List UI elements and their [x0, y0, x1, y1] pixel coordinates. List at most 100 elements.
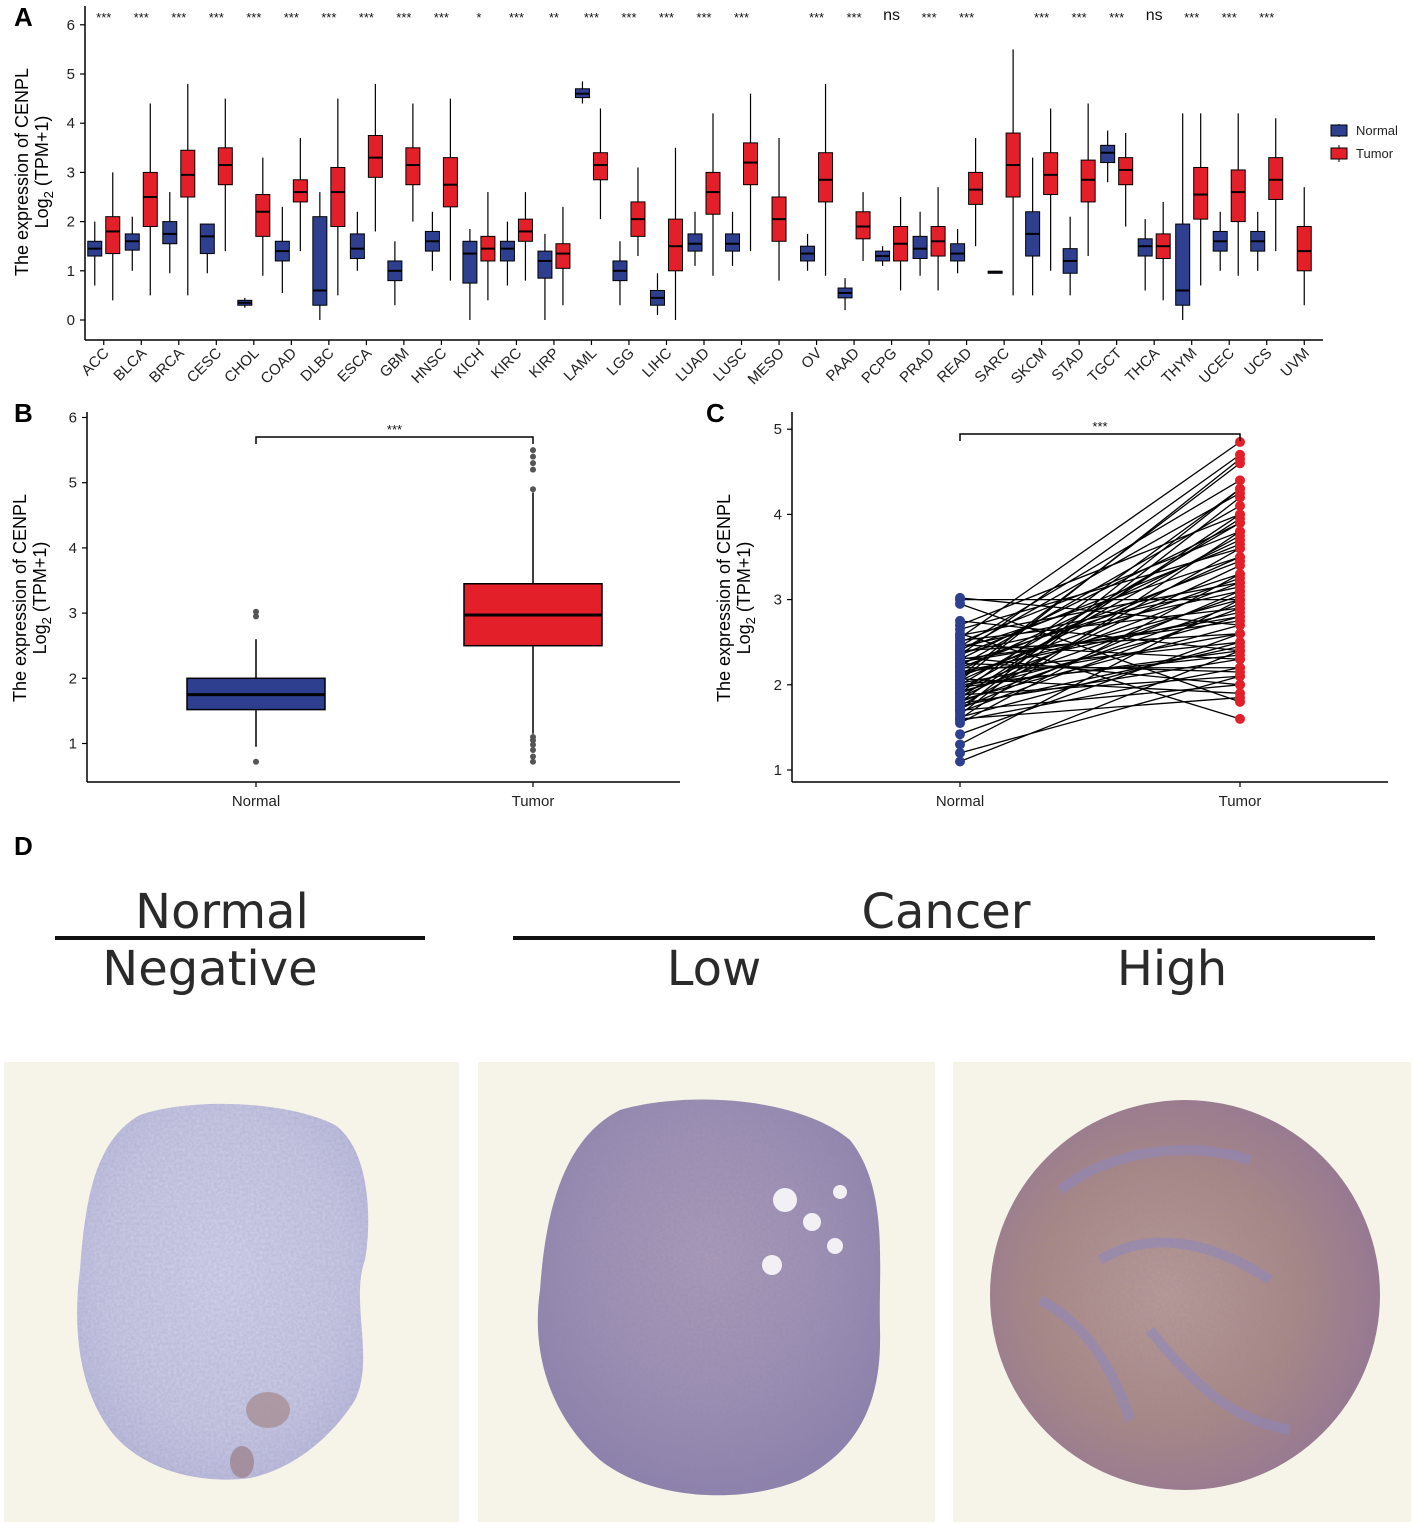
panel-c-ytick-label: 1	[774, 762, 782, 779]
panel-a-xtick-label: KIRP	[526, 345, 563, 382]
panel-a-significance: ***	[1034, 10, 1049, 25]
panel-a-box-tumor	[555, 243, 571, 269]
panel-a-significance: ***	[621, 10, 636, 25]
panel-b-ytick-label: 5	[69, 475, 77, 492]
panel-c-pair-line	[959, 581, 1241, 637]
panel-c-pair-line	[959, 458, 1241, 682]
panel-a-significance: ***	[1184, 10, 1199, 25]
panel-c-normal-point	[955, 675, 965, 686]
panel-c-pair-line	[959, 535, 1241, 690]
ihc-negative-gland	[246, 1392, 290, 1428]
panel-c-tumor-point	[1235, 713, 1245, 724]
panel-a-xtick-label: KIRC	[488, 345, 525, 382]
panel-b-outlier-tumor	[530, 466, 536, 473]
panel-c-tumor-point	[1235, 556, 1245, 567]
panel-c-pair-line	[959, 624, 1241, 701]
panel-a-label: A	[14, 2, 33, 32]
panel-a-significance: ***	[359, 10, 374, 25]
panel-a-xtick-label: BLCA	[110, 345, 150, 385]
ihc-low-fat-5	[833, 1185, 847, 1199]
panel-c-pair-line	[959, 620, 1241, 660]
panel-a-box-tumor	[180, 149, 196, 198]
panel-a-box-tumor	[1080, 159, 1096, 203]
ihc-high-texture	[990, 1100, 1380, 1490]
panel-c-pair-line	[959, 633, 1241, 684]
panel-a-box-normal	[687, 233, 703, 252]
panel-a-xtick-label: LIHC	[639, 345, 675, 381]
panel-b-outlier-tumor	[530, 758, 536, 765]
panel-c-pair-line	[959, 594, 1241, 694]
panel-b-outlier-tumor	[530, 453, 536, 460]
panel-a-box-tumor	[330, 166, 346, 228]
panel-a-box-normal	[1100, 144, 1116, 164]
panel-c-significance: ***	[1092, 419, 1107, 434]
panel-c-pair-line	[959, 560, 1241, 669]
panel-b-ytick-label: 1	[69, 736, 77, 753]
panel-a-box-tumor	[105, 216, 121, 255]
panel-a-box-tumor	[255, 194, 271, 237]
panel-c-normal-point	[955, 641, 965, 652]
panel-a-box-normal	[537, 250, 553, 279]
panel-c-ytick-label: 4	[774, 506, 782, 523]
panel-b-label: B	[14, 398, 33, 428]
panel-a-box-tumor	[442, 157, 458, 208]
panel-c-ytick-label: 2	[774, 677, 782, 694]
panel-b-outlier-tumor	[530, 460, 536, 467]
panel-c-normal-point	[955, 701, 965, 712]
panel-b-outlier-normal	[253, 613, 259, 620]
panel-c-pair-line	[959, 633, 1241, 735]
panel-a-xtick-label: ESCA	[334, 345, 375, 386]
panel-b-outlier-normal	[253, 758, 259, 765]
panel-a-significance: ***	[396, 10, 411, 25]
panel-b-ylabel-line2: Log2 (TPM+1)	[30, 542, 54, 655]
panel-a-box-tumor	[1118, 157, 1134, 186]
panel-a-xtick-label: UCS	[1241, 345, 1275, 379]
panel-a-xtick-label: CESC	[184, 345, 226, 387]
panel-a-significance: ***	[1222, 10, 1237, 25]
panel-a-ytick-label: 4	[67, 115, 75, 132]
panel-b-significance: ***	[387, 422, 402, 437]
panel-c-tumor-point	[1235, 628, 1245, 639]
panel-c-pair-line	[959, 696, 1241, 720]
panel-a-xtick-label: UVM	[1277, 345, 1313, 381]
panel-c-tumor-point	[1235, 590, 1245, 601]
panel-a-xtick-label: HNSC	[408, 345, 450, 387]
panel-a-xtick-label: KICH	[450, 345, 487, 382]
panel-a-significance: ***	[659, 10, 674, 25]
panel-c-tumor-point	[1235, 475, 1245, 486]
panel-c-normal-point	[955, 739, 965, 750]
panel-a-significance: ***	[434, 10, 449, 25]
panel-c-normal-point	[955, 592, 965, 603]
panel-c-sig-bracket	[959, 433, 1241, 441]
panel-b-outlier-tumor	[530, 733, 536, 740]
panel-a-xtick-label: THCA	[1122, 345, 1163, 386]
panel-a-xtick-label: STAD	[1048, 345, 1088, 385]
panel-a-significance: **	[549, 10, 559, 25]
panel-c-ytick-label: 3	[774, 592, 782, 609]
panel-a-box-tumor	[855, 211, 871, 240]
ihc-negative-label: Negative	[102, 941, 317, 997]
panel-c-normal-point	[955, 756, 965, 767]
panel-c-pair-line	[959, 667, 1241, 722]
ihc-low-label: Low	[667, 941, 762, 997]
panel-c-normal-point	[955, 615, 965, 626]
legend-tumor-swatch	[1330, 147, 1348, 160]
panel-a-box-tumor	[142, 171, 158, 228]
panel-c-normal-point	[955, 667, 965, 678]
panel-a-significance: ***	[809, 10, 824, 25]
panel-c-paired-plot: The expression of CENPL Log2 (TPM+1) 1 2 3…	[714, 412, 1388, 810]
panel-c-normal-point	[955, 692, 965, 703]
panel-a-box-tumor	[1268, 157, 1284, 200]
panel-a-box-normal	[1175, 223, 1191, 306]
panel-c-tumor-point	[1235, 581, 1245, 592]
panel-b-boxplot: The expression of CENPL Log2 (TPM+1) 1 2 3…	[10, 410, 680, 810]
panel-c-pair-line	[959, 607, 1241, 642]
panel-c-ylabel-line1: The expression of CENPL	[714, 494, 734, 702]
panel-a-xtick-label: SKCM	[1008, 345, 1051, 388]
panel-a-xtick-label: LUAD	[673, 345, 713, 385]
panel-c-tumor-point	[1235, 488, 1245, 499]
panel-a-xtick-label: LUSC	[710, 345, 750, 385]
panel-a-box-tumor	[743, 142, 759, 186]
panel-c-tumor-point	[1235, 530, 1245, 541]
